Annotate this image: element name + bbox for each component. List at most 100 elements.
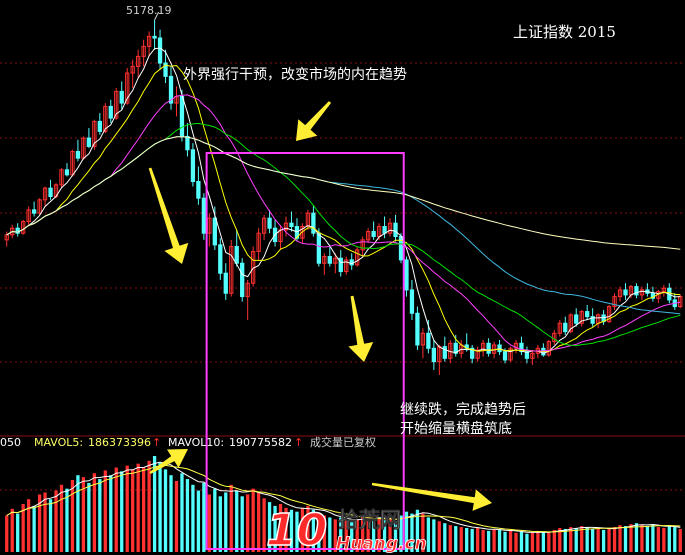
volume-bar — [278, 504, 283, 552]
candle-down — [415, 312, 420, 346]
volume-bar — [508, 530, 513, 552]
volume-bar — [317, 513, 321, 552]
candle-up — [355, 249, 360, 266]
candle-down — [502, 351, 508, 361]
candle-up — [256, 232, 261, 253]
volume-gridlines — [0, 435, 685, 491]
volume-bar — [574, 528, 578, 552]
candle-down — [201, 197, 207, 234]
volume-bar — [251, 488, 255, 552]
candle-up — [420, 332, 426, 346]
volume-bar — [103, 470, 107, 552]
candle-down — [86, 137, 92, 147]
volume-bar — [585, 527, 589, 552]
volume-bar — [596, 528, 600, 552]
ma30-line — [6, 122, 681, 347]
candle-down — [15, 227, 20, 234]
candle-down — [31, 209, 37, 214]
candle-down — [75, 150, 81, 159]
volume-bar — [634, 523, 639, 552]
volume-bar — [486, 530, 491, 552]
annotation-bottom-line1: 继续跌，完成趋势后 — [400, 401, 526, 418]
volume-bar — [131, 469, 135, 552]
volume-bar — [174, 480, 179, 552]
volume-bar — [355, 519, 359, 552]
candle-up — [661, 287, 666, 293]
volume-bar — [448, 525, 452, 552]
candle-down — [470, 347, 475, 359]
candle-down — [168, 75, 174, 104]
volume-bar — [5, 515, 9, 552]
volume-bar — [213, 488, 217, 552]
watermark-site: Huang.cn — [336, 534, 427, 554]
volume-bar — [273, 505, 277, 552]
volume-bar — [196, 490, 201, 552]
volume-bar — [81, 477, 86, 552]
candle-down — [563, 322, 568, 333]
arrow-pointer-ma — [296, 101, 332, 141]
candle-up — [508, 347, 513, 361]
moving-average-layer — [6, 47, 681, 354]
candle-down — [108, 105, 113, 119]
volume-bar — [580, 526, 584, 552]
volume-bar — [673, 527, 677, 552]
candle-down — [453, 342, 458, 354]
volume-bar — [404, 511, 409, 552]
mavol5-label: MAVOL5: — [34, 436, 83, 449]
volume-bar — [98, 479, 102, 552]
volume-bar — [459, 527, 463, 552]
volume-bar — [191, 484, 195, 552]
volume-bar — [432, 519, 436, 552]
volume-bar — [410, 513, 414, 552]
volume-bar — [158, 462, 162, 552]
volume-bar — [465, 528, 469, 552]
candle-down — [382, 226, 387, 234]
candle-up — [92, 120, 97, 147]
volume-bar — [147, 460, 151, 552]
candle-up — [612, 296, 617, 308]
volume-bar — [169, 475, 173, 552]
watermark-number: 10 — [266, 505, 327, 555]
candle-up — [207, 217, 212, 234]
volume-bar — [21, 504, 25, 552]
volume-bar — [607, 528, 611, 552]
volume-bar — [59, 484, 64, 552]
volume-bar — [497, 529, 502, 552]
ma120-line — [6, 136, 681, 250]
candle-up — [136, 55, 141, 67]
candle-up — [475, 349, 480, 359]
volume-bars-layer — [5, 456, 682, 552]
candle-down — [157, 37, 163, 64]
candle-up — [261, 217, 267, 234]
mavol5-up-arrow: ↑ — [152, 436, 161, 449]
candle-up — [530, 352, 535, 359]
candle-down — [623, 289, 628, 296]
candle-up — [37, 199, 42, 214]
candle-up — [552, 332, 557, 343]
volume-bar — [645, 526, 650, 552]
mavol5-line — [6, 461, 681, 533]
volume-bar — [443, 523, 447, 552]
arrows-layer — [148, 11, 492, 511]
candle-up — [130, 65, 135, 74]
candle-up — [344, 259, 349, 273]
candle-up — [546, 341, 551, 356]
peak-marker — [154, 11, 160, 21]
candle-down — [409, 289, 415, 314]
mavol10-label: MAVOL10: — [168, 436, 224, 449]
candle-down — [371, 231, 376, 238]
candles-layer — [4, 19, 683, 375]
volume-bar — [667, 526, 671, 552]
mavol10-up-arrow: ↑ — [294, 436, 303, 449]
volume-bar — [246, 494, 250, 552]
candle-up — [557, 322, 562, 334]
candle-up — [42, 187, 48, 201]
candle-down — [179, 95, 185, 137]
candle-down — [190, 149, 196, 182]
ma60-line — [6, 136, 681, 315]
candle-up — [114, 90, 119, 119]
candle-down — [64, 169, 70, 176]
volume-bar — [601, 529, 606, 552]
volume-bar — [536, 530, 540, 552]
volume-strip-left-value: 050 — [0, 436, 21, 449]
